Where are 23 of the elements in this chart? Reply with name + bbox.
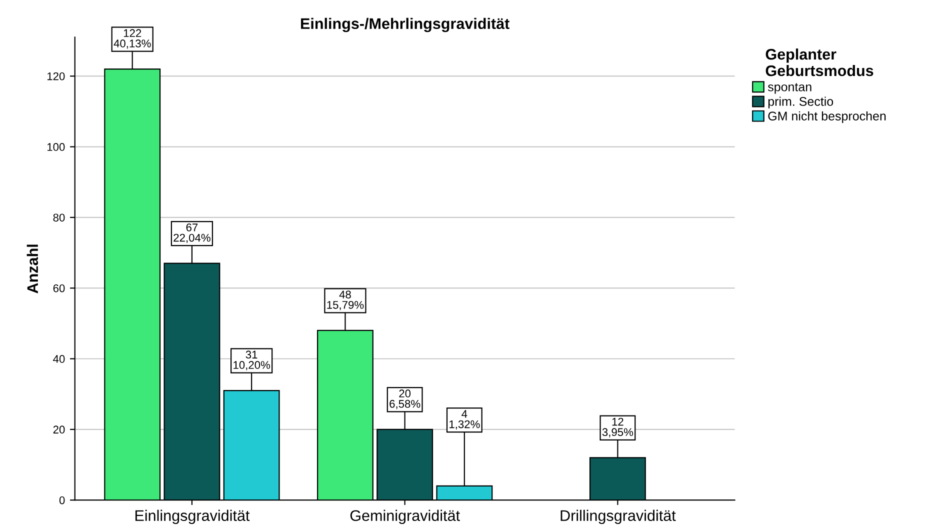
- chart-title: Einlings-/Mehrlingsgravidität: [301, 18, 510, 32]
- legend-title: Geplanter Geburtsmodus: [766, 48, 874, 76]
- y-axis-title: Anzahl: [26, 244, 38, 294]
- data-label: 4 1,32%: [450, 410, 480, 430]
- x-tick-label: Einlingsgravidität: [135, 510, 250, 524]
- y-tick-label: 120: [47, 72, 65, 80]
- x-tick-label: Geminigravidität: [350, 510, 460, 524]
- legend-label: GM nicht besprochen: [768, 111, 886, 123]
- y-tick-label: 0: [59, 496, 65, 504]
- data-label: 122 40,13%: [114, 29, 151, 49]
- legend-label: prim. Sectio: [768, 96, 834, 108]
- data-label: 12 3,95%: [602, 418, 634, 438]
- legend-label: spontan: [768, 83, 812, 94]
- y-tick-label: 40: [53, 355, 65, 363]
- x-tick-label: Drillingsgravidität: [560, 510, 676, 524]
- y-tick-label: 80: [53, 214, 65, 222]
- y-tick-label: 20: [53, 426, 65, 434]
- data-label: 48 15,79%: [327, 290, 364, 310]
- y-tick-label: 60: [53, 284, 65, 292]
- data-label: 31 10,20%: [234, 350, 270, 370]
- data-label: 20 6,58%: [390, 390, 420, 410]
- data-label: 67 22,04%: [174, 223, 210, 244]
- y-tick-label: 100: [47, 143, 65, 151]
